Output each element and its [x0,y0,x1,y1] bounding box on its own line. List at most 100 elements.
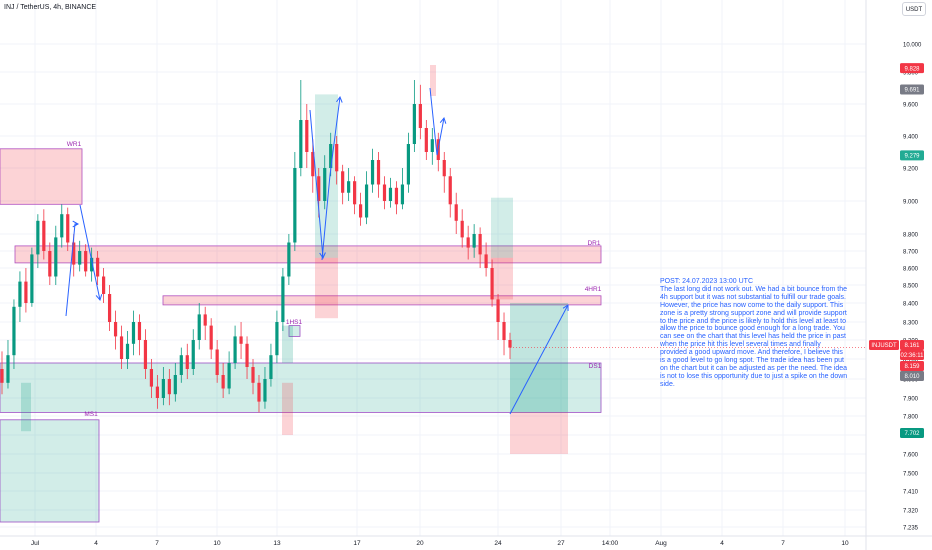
candle-body [275,322,279,356]
badge-symbol-bg [869,340,899,350]
x-tick-label: 14:00 [602,540,619,547]
zone-label: 4HR1 [585,286,602,293]
candle-body [442,160,446,177]
x-tick-label: 10 [213,540,221,547]
candle-body [203,314,207,326]
y-tick-label: 9.200 [903,167,919,173]
candle-body [448,176,452,205]
badge-last-price: 8.161 [904,343,920,349]
candle-body [143,340,148,369]
candle-body [107,294,112,322]
y-tick-label: 8.400 [903,302,919,308]
badge-7702: 7.702 [904,431,920,437]
y-tick-label: 8.500 [903,284,919,290]
candle-body [66,214,70,243]
candle-body [179,355,183,375]
candle-body [78,251,82,265]
y-axis[interactable]: 10.000 9.800 9.600 9.400 9.200 9.000 8.800 8.70… [865,0,922,550]
old-position-stop [491,257,513,300]
candle-body [0,369,4,383]
arrow-up-2-head [336,95,343,103]
candle-body [299,120,303,168]
badge-8159: 8.159 [904,364,920,370]
zone-dr1 [14,245,602,264]
candle-body [376,160,381,185]
y-tick-label: 7.900 [903,397,919,403]
old-position-stop [282,382,293,435]
candle-body [329,144,333,168]
candle-body [347,181,351,193]
candle-body [281,276,285,322]
candle-body [18,281,22,307]
candle-body [233,336,237,363]
x-tick-label: 17 [353,540,361,547]
candle-body [460,220,464,238]
candle-body [412,104,416,144]
y-tick-label: 8.700 [903,250,919,256]
price-badges: 9.828 9.691 9.279 INJUSDT 8.161 02:36:11 8.159… [869,63,924,438]
badge-8010-bg [900,371,924,381]
candle-body [508,340,512,348]
zone-wr1 [0,148,83,205]
zone-label: MS1 [84,411,98,418]
post-annotation: POST: 24.07.2023 13:00 UTC The last long… [660,278,848,389]
arrow-zig-head [439,116,447,124]
candle-body [185,355,189,369]
candle-body [293,168,297,243]
y-tick-label: 9.400 [903,135,919,141]
candle-body [454,204,458,221]
candle-body [30,254,34,303]
position-target-area [510,303,568,413]
post-body: The last long did not work out. We had a… [660,285,848,388]
candle-body [6,355,10,383]
badge-countdown-bg [900,350,924,360]
badge-9691: 9.691 [904,88,920,94]
y-tick-label: 8.800 [903,233,919,239]
y-tick-label: 9.000 [903,200,919,206]
candle-body [484,254,488,268]
candle-body [60,214,64,238]
candle-body [191,340,195,369]
candle-body [394,187,399,205]
candle-body [472,234,476,248]
candle-body [257,382,261,402]
x-tick-label: 24 [494,540,502,547]
candle-body [239,336,243,344]
arrow-zig [429,87,445,156]
candle-body [125,343,130,359]
x-tick-label: Jul [31,540,40,547]
candle-body [430,139,434,152]
arrow-down-1-head [95,294,103,302]
candle-body [317,176,321,201]
candle-body [388,187,393,201]
candle-body [287,242,291,277]
candle-body [119,336,124,359]
candle-body [263,379,267,402]
badge-8010: 8.010 [904,374,920,380]
candle-body [84,251,88,272]
candle-body [335,144,339,172]
x-tick-label: 13 [273,540,281,547]
old-position-stop [315,257,338,319]
candle-body [54,237,58,277]
x-tick-label: Aug [655,540,667,547]
candle-body [305,120,309,152]
candle-body [173,375,177,395]
y-tick-label: 7.410 [903,490,919,496]
candle-body [496,299,500,322]
currency-unit-button[interactable]: USDT [902,2,926,16]
badge-7702-bg [900,428,924,438]
zone-label: WR1 [67,141,82,148]
candle-body [245,343,249,367]
x-axis[interactable]: Jul 4 7 10 13 17 20 24 27 14:00 Aug 4 7 10 [0,535,932,547]
candle-body [490,268,494,300]
y-tick-label: 10.000 [903,43,922,49]
badge-9279-bg [900,150,924,161]
zone-1hs1 [288,325,301,337]
y-tick-label: 7.320 [903,509,919,515]
zone-label: DS1 [589,363,602,370]
arrow-down-1 [79,204,101,301]
badge-last-price-bg [900,340,924,350]
candle-body [131,322,136,344]
